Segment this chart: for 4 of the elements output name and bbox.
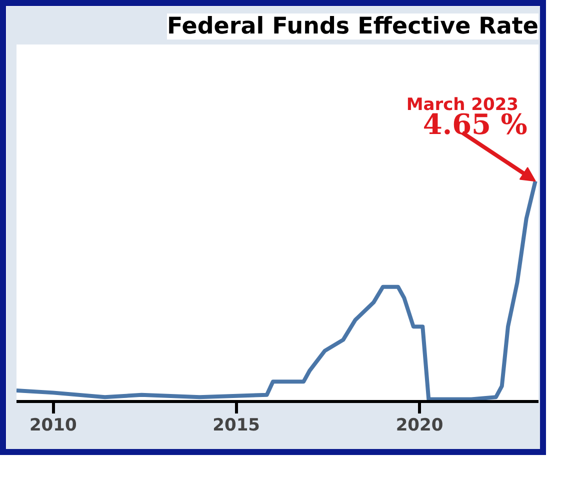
- chart-title: Federal Funds Effective Rate: [166, 14, 539, 40]
- x-tick-label: 2010: [29, 416, 77, 436]
- x-tick-label: 2020: [396, 416, 444, 436]
- x-tick-label: 2015: [212, 416, 260, 436]
